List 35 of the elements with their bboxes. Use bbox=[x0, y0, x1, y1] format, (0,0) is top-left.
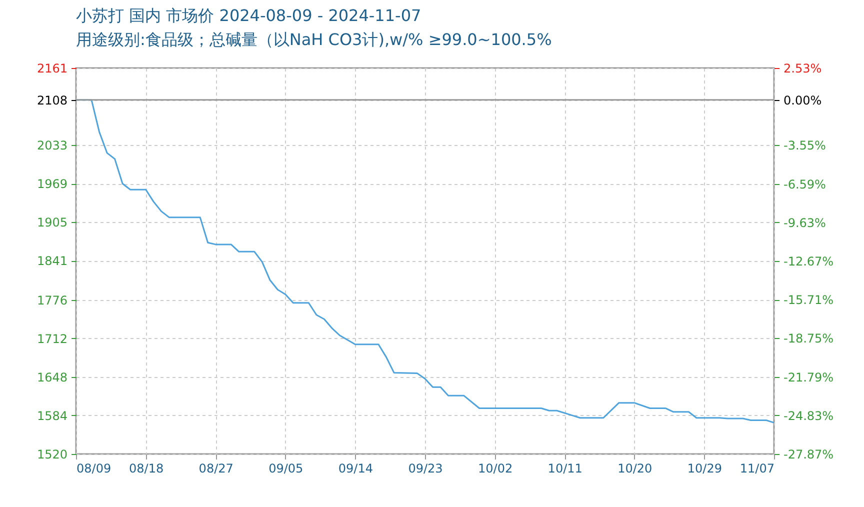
y-tick-label: 1905 bbox=[36, 216, 68, 230]
x-tick-label: 11/07 bbox=[740, 462, 774, 476]
y-tick-label: 1584 bbox=[36, 408, 68, 423]
x-tick-label: 08/18 bbox=[129, 462, 164, 476]
y-tick-label: 2161 bbox=[36, 62, 68, 76]
x-tick-label: 10/20 bbox=[618, 462, 652, 476]
x-tick-label: 08/27 bbox=[198, 462, 234, 476]
y-tick-label: 1712 bbox=[36, 332, 68, 346]
chart-title: 小苏打 国内 市场价 2024-08-09 - 2024-11-07 bbox=[76, 6, 422, 25]
x-tick-label: 09/23 bbox=[408, 462, 443, 476]
y2-tick-label: -27.87% bbox=[784, 448, 834, 462]
y-tick-label: 2108 bbox=[36, 93, 68, 108]
x-tick-label: 09/14 bbox=[338, 462, 373, 476]
y-tick-label: 1648 bbox=[36, 370, 68, 384]
x-tick-label: 10/11 bbox=[548, 462, 582, 476]
y2-tick-label: -6.59% bbox=[784, 177, 826, 192]
y2-tick-label: -3.55% bbox=[784, 138, 826, 153]
y2-tick-label: 2.53% bbox=[784, 62, 822, 76]
y-tick-label: 1776 bbox=[36, 293, 68, 308]
y2-tick-label: -9.63% bbox=[784, 216, 826, 230]
y-tick-label: 1969 bbox=[36, 177, 68, 192]
x-tick-label: 10/29 bbox=[687, 462, 722, 476]
y2-tick-label: -24.83% bbox=[784, 408, 834, 423]
y2-tick-label: -18.75% bbox=[784, 332, 834, 346]
y-tick-label: 2033 bbox=[36, 138, 68, 153]
y-tick-label: 1841 bbox=[36, 254, 68, 268]
y2-tick-label: -12.67% bbox=[784, 254, 834, 268]
y2-tick-label: -15.71% bbox=[784, 293, 834, 308]
x-tick-label: 10/02 bbox=[478, 462, 513, 476]
x-tick-label: 09/05 bbox=[268, 462, 304, 476]
chart-subtitle: 用途级别:食品级；总碱量（以NaH CO3计),w/% ≥99.0~100.5% bbox=[76, 30, 552, 49]
x-tick-label: 08/09 bbox=[76, 462, 112, 476]
y-tick-label: 1520 bbox=[36, 448, 68, 462]
y2-tick-label: -21.79% bbox=[784, 370, 834, 384]
y2-tick-label: 0.00% bbox=[784, 94, 822, 108]
